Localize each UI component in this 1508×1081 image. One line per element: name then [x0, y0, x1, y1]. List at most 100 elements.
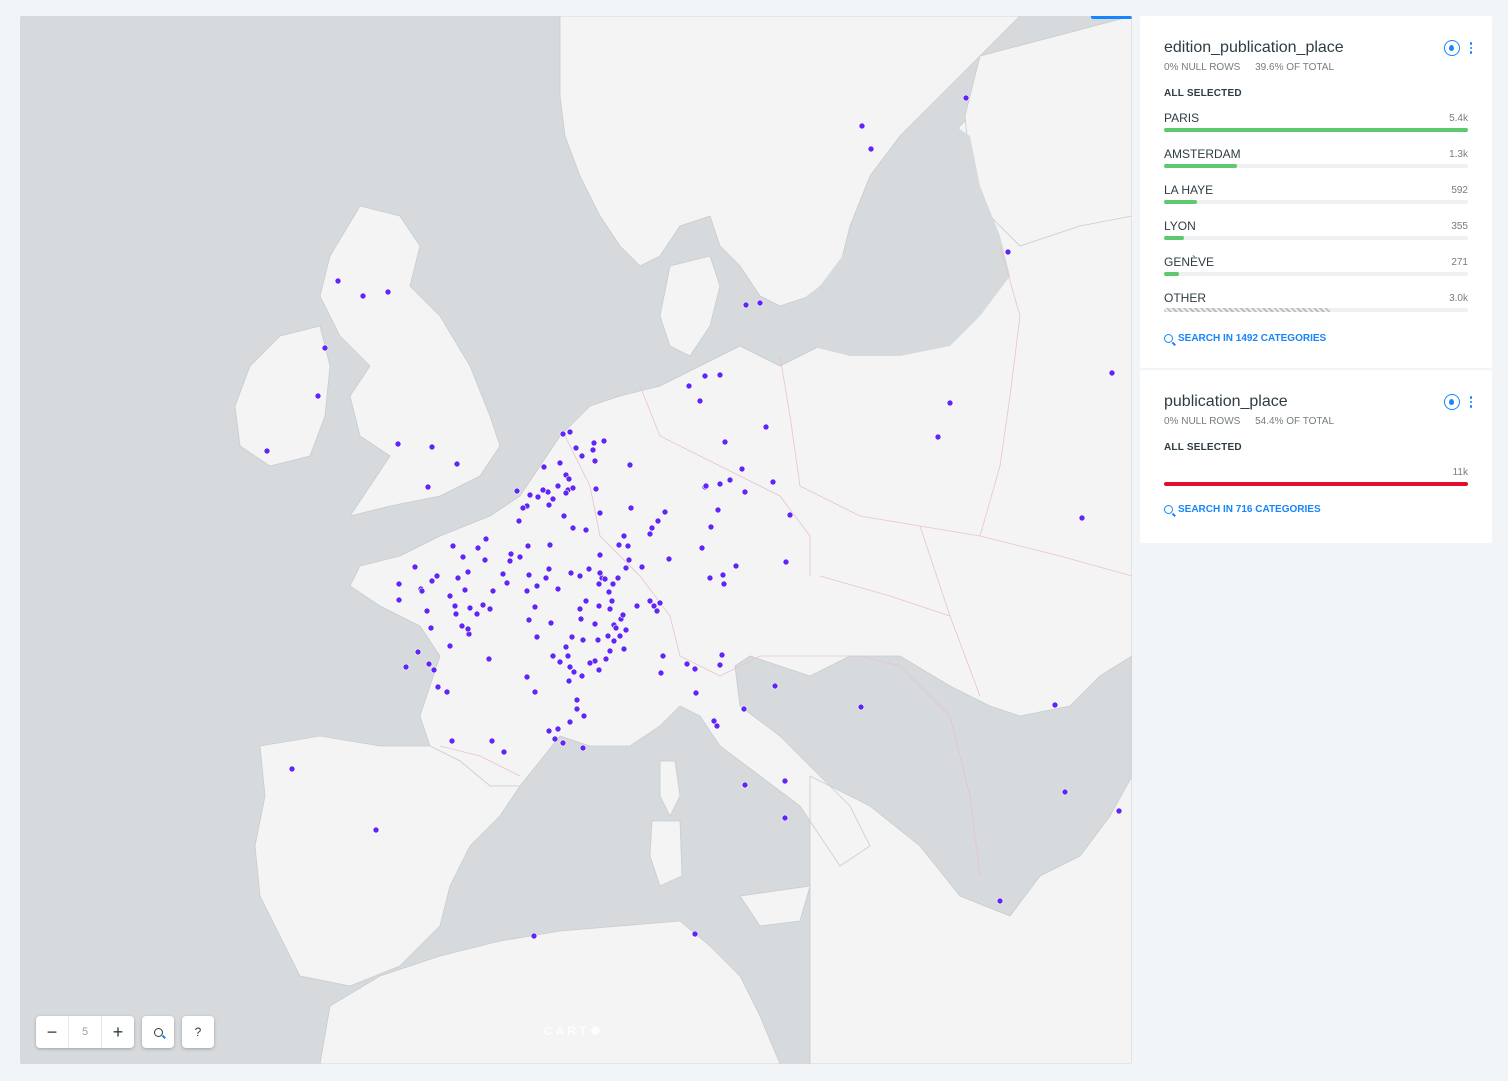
map-point[interactable]: [263, 447, 271, 455]
map-point[interactable]: [547, 619, 555, 627]
map-point[interactable]: [531, 688, 539, 696]
category-row[interactable]: LA HAYE 592: [1164, 183, 1468, 219]
map-point[interactable]: [524, 542, 532, 550]
map-point[interactable]: [1051, 701, 1059, 709]
map-point[interactable]: [653, 607, 661, 615]
map-point[interactable]: [568, 633, 576, 641]
map-point[interactable]: [461, 586, 469, 594]
map-point[interactable]: [601, 575, 609, 583]
category-bar[interactable]: [1164, 482, 1468, 486]
zoom-in-button[interactable]: +: [112, 1021, 124, 1042]
map-point[interactable]: [605, 588, 613, 596]
map-point[interactable]: [714, 506, 722, 514]
map-point[interactable]: [414, 648, 422, 656]
map-point[interactable]: [566, 663, 574, 671]
map-point[interactable]: [523, 673, 531, 681]
map-point[interactable]: [742, 301, 750, 309]
map-point[interactable]: [430, 666, 438, 674]
map-point[interactable]: [738, 465, 746, 473]
map-point[interactable]: [503, 579, 511, 587]
map-point[interactable]: [482, 535, 490, 543]
map-point[interactable]: [646, 597, 654, 605]
map-point[interactable]: [665, 555, 673, 563]
map-point[interactable]: [740, 705, 748, 713]
map-point[interactable]: [646, 530, 654, 538]
map-point[interactable]: [479, 601, 487, 609]
map-point[interactable]: [565, 475, 573, 483]
map-point[interactable]: [619, 611, 627, 619]
map-point[interactable]: [499, 570, 507, 578]
map-point[interactable]: [567, 569, 575, 577]
map-point[interactable]: [473, 610, 481, 618]
map-point[interactable]: [710, 717, 718, 725]
map-point[interactable]: [526, 491, 534, 499]
map-point[interactable]: [696, 397, 704, 405]
map-point[interactable]: [762, 423, 770, 431]
map-point[interactable]: [488, 737, 496, 745]
map-point[interactable]: [692, 689, 700, 697]
map-point[interactable]: [661, 508, 669, 516]
map-point[interactable]: [519, 504, 527, 512]
map-point[interactable]: [596, 569, 604, 577]
map-point[interactable]: [395, 580, 403, 588]
map-point[interactable]: [554, 482, 562, 490]
map-point[interactable]: [741, 488, 749, 496]
map-point[interactable]: [402, 663, 410, 671]
map-point[interactable]: [549, 495, 557, 503]
map-point[interactable]: [600, 437, 608, 445]
map-point[interactable]: [474, 544, 482, 552]
map-point[interactable]: [625, 556, 633, 564]
map-point[interactable]: [427, 624, 435, 632]
map-point[interactable]: [458, 622, 466, 630]
map-point[interactable]: [726, 476, 734, 484]
map-point[interactable]: [781, 777, 789, 785]
map-point[interactable]: [288, 765, 296, 773]
map-point[interactable]: [525, 571, 533, 579]
map-point[interactable]: [452, 610, 460, 618]
map-point[interactable]: [570, 668, 578, 676]
map-point[interactable]: [620, 645, 628, 653]
map-point[interactable]: [566, 718, 574, 726]
map-point[interactable]: [604, 632, 612, 640]
map-point[interactable]: [612, 624, 620, 632]
more-options-icon[interactable]: [1469, 396, 1472, 408]
map-point[interactable]: [545, 565, 553, 573]
map-point[interactable]: [560, 512, 568, 520]
map-point[interactable]: [616, 632, 624, 640]
map-point[interactable]: [453, 460, 461, 468]
map-point[interactable]: [615, 541, 623, 549]
map-point[interactable]: [411, 563, 419, 571]
map-point[interactable]: [449, 542, 457, 550]
map-point[interactable]: [867, 145, 875, 153]
map-search-button[interactable]: [142, 1016, 174, 1048]
map-point[interactable]: [486, 605, 494, 613]
map-point[interactable]: [596, 551, 604, 559]
map-point[interactable]: [443, 688, 451, 696]
map-point[interactable]: [556, 459, 564, 467]
map-point[interactable]: [606, 605, 614, 613]
map-point[interactable]: [602, 655, 610, 663]
map-point[interactable]: [394, 440, 402, 448]
map-point[interactable]: [716, 480, 724, 488]
map-point[interactable]: [579, 744, 587, 752]
map-point[interactable]: [545, 727, 553, 735]
map-point[interactable]: [446, 592, 454, 600]
map-point[interactable]: [691, 930, 699, 938]
map-point[interactable]: [633, 602, 641, 610]
map-point[interactable]: [418, 587, 426, 595]
map-point[interactable]: [540, 463, 548, 471]
map-point[interactable]: [565, 677, 573, 685]
map-point[interactable]: [732, 562, 740, 570]
map-point[interactable]: [569, 484, 577, 492]
map-point[interactable]: [769, 478, 777, 486]
map-point[interactable]: [534, 493, 542, 501]
map-point[interactable]: [530, 932, 538, 940]
map-point[interactable]: [622, 626, 630, 634]
map-point[interactable]: [523, 587, 531, 595]
map-point[interactable]: [648, 524, 656, 532]
map-point[interactable]: [582, 597, 590, 605]
map-point[interactable]: [464, 568, 472, 576]
category-row[interactable]: AMSTERDAM 1.3k: [1164, 147, 1468, 183]
map-point[interactable]: [650, 602, 658, 610]
map-point[interactable]: [454, 574, 462, 582]
